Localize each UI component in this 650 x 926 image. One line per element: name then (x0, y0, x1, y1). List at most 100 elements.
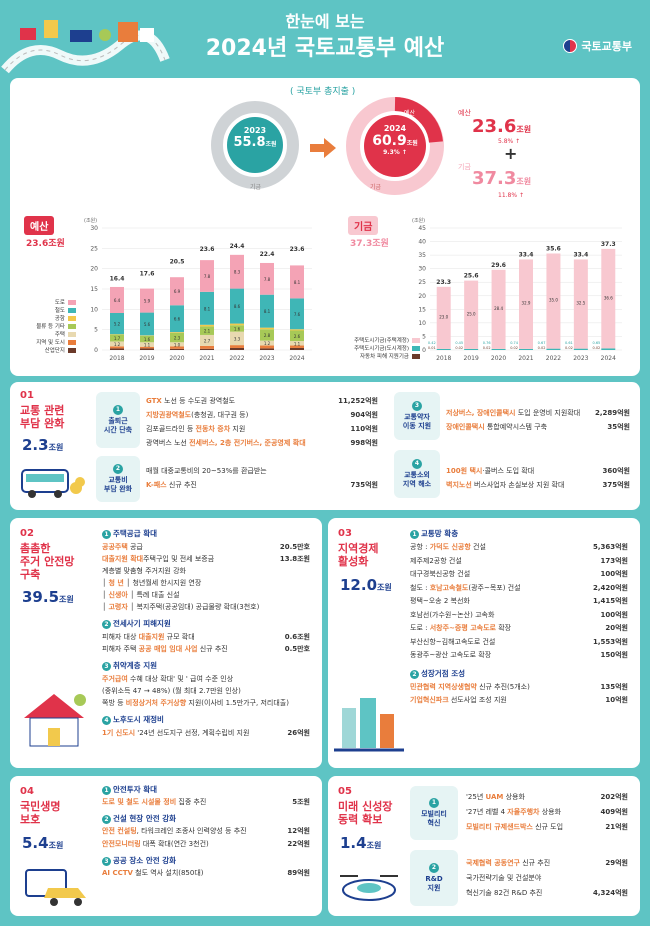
highlight-text: 저상버스, 장애인콜택시 (446, 409, 516, 417)
donut-2023-amount: 55.8 (233, 135, 266, 150)
segment-label: 6.6 (174, 317, 181, 322)
item-row: 대구경북신공항 건설 100억원 (410, 569, 628, 579)
budget-chart-title: 예산 (24, 216, 55, 235)
donut-2024-year: 2024 (383, 124, 407, 133)
fund-tag: 기금 (458, 163, 471, 171)
legend-item: 물류 등 기타 (24, 322, 76, 330)
section-03-card: 03 지역경제 활성화 12.0조원 1 교통망 확충 공항 : 가덕도 신공항 건… (328, 518, 640, 768)
segment-label: 7.6 (294, 312, 301, 317)
item-amount: 202억원 (600, 793, 629, 801)
category-tag: 4 교통소외 지역 해소 (394, 450, 440, 498)
budget-growth: 5.8% ↑ (498, 138, 521, 145)
section-04-amount-unit: 조원 (48, 841, 64, 850)
segment-label: 2.7 (204, 338, 211, 343)
item-text: 매월 대중교통비의 20~53%를 환급받는 (146, 467, 267, 475)
highlight-text: 신생아 (108, 591, 128, 599)
highlight-text: 모빌리티 규제샌드박스 (466, 823, 533, 831)
highlight-text: 고령자 (108, 603, 128, 611)
category-label: 모빌리티 혁신 (421, 810, 447, 827)
item-amount: 20.5만호 (279, 543, 310, 551)
item-text: 지원 (230, 425, 246, 433)
fund-chart-total: 37.3조원 (350, 239, 389, 249)
item-text: 평택~오송 2 복선화 (410, 597, 470, 605)
group-title: 주택공급 확대 (113, 529, 158, 538)
bar-segment (200, 324, 214, 327)
item-text: 건설 (470, 543, 486, 551)
x-tick-label: 2023 (259, 355, 274, 362)
x-tick-label: 2021 (518, 355, 533, 362)
city-illustration-icon (334, 698, 404, 752)
segment-label: 0.02 (565, 346, 573, 350)
segment-label: 5.2 (114, 322, 121, 327)
bar-segment (290, 341, 304, 346)
item-text: 수혜 대상 확대' 및 ' 급여 수준 인상 (127, 675, 234, 683)
legend-item: 철도 (24, 306, 76, 314)
segment-label: 8.6 (234, 304, 241, 309)
bar-segment (290, 330, 304, 342)
legend-item: 공항 (24, 314, 76, 322)
page-title: 2024년 국토교통부 예산 (205, 36, 445, 61)
section-01-title: 교통 관련 부담 완화 (20, 404, 65, 430)
budget-bar-chart: (조원)0510152025301.21.75.26.416.420181.11… (84, 217, 312, 362)
item-text: 확장 (495, 624, 512, 632)
item-amount: 110억원 (350, 425, 379, 433)
highlight-text: 호남고속철도 (429, 583, 469, 592)
legend-label: 자동차 피해 지원기금 (359, 354, 409, 360)
item-row: 도로 및 철도 시설물 정비 집중 추진 5조원 (102, 797, 310, 807)
bar-segment (140, 342, 154, 347)
item-row: 모빌리티 규제샌드박스 신규 도입 21억원 (466, 822, 628, 832)
section-05-amount: 1.4조원 (340, 834, 381, 852)
group-heading: 2 건설 현장 안전 강화 (102, 813, 176, 824)
bar-segment (260, 340, 274, 346)
house-illustration-icon (24, 694, 86, 747)
donut-2023 (211, 101, 299, 189)
item-row: │ 청 년 │ 청년월세 한시지원 연장 (102, 578, 310, 588)
bar-total-label: 35.6 (546, 245, 561, 252)
segment-label: 5.6 (144, 322, 151, 327)
bar-segment (140, 288, 154, 313)
highlight-text: GTX (146, 397, 162, 405)
y-tick-label: 20 (418, 293, 426, 300)
item-amount: 26억원 (287, 729, 310, 737)
budget-chart-total: 23.6조원 (26, 239, 65, 249)
segment-label: 7.8 (264, 277, 271, 282)
bar-total-label: 16.4 (110, 275, 125, 282)
section-02-amount: 39.5조원 (22, 588, 74, 606)
bar-segment (260, 262, 274, 295)
segment-label: 32.9 (522, 301, 531, 306)
group-number: 1 (102, 786, 111, 795)
donut-2024-unit: 조원 (406, 140, 418, 147)
road-illustration-icon (1, 20, 170, 74)
item-amount: 89억원 (287, 869, 310, 877)
bar-total-label: 20.5 (170, 259, 185, 266)
item-amount: 20억원 (605, 624, 628, 632)
bar-total-label: 29.6 (491, 262, 506, 269)
group-title: 교통망 확충 (421, 529, 459, 538)
item-text: 도로 : (410, 624, 430, 632)
bar-segment (290, 329, 304, 331)
segment-label: 25.0 (467, 311, 476, 316)
item-row: K-패스 신규 추진 735억원 (146, 480, 378, 490)
item-row: 피해자 주택 공공 매입 임대 사업 신규 추진 0.5만호 (102, 644, 310, 654)
donut-2024-fund-label: 기금 (370, 184, 382, 191)
highlight-text: 공공주택 (102, 543, 128, 551)
y-tick-label: 25 (90, 245, 98, 252)
group-number: 1 (410, 530, 419, 539)
bar-total-label: 22.4 (260, 251, 275, 258)
ministry-logo: 국토교통부 (563, 38, 632, 54)
bar-segment (491, 269, 506, 349)
segment-label: 0.02 (483, 346, 491, 350)
x-tick-label: 2020 (169, 355, 184, 362)
bar-segment (573, 259, 588, 349)
item-amount: 1,553억원 (592, 637, 628, 646)
budget-tag: 예산 (458, 109, 471, 117)
fund-chart-title: 기금 (348, 216, 379, 235)
highlight-text: 주거급여 (102, 675, 128, 683)
highlight-text: 벽지노선 (446, 481, 472, 489)
item-text: 통합예약시스템 구축 (484, 423, 548, 431)
segment-label: 1.2 (114, 342, 121, 347)
segment-label: 0.67 (538, 341, 546, 345)
group-number: 3 (102, 662, 111, 671)
group-heading: 2 전세사기 피해지원 (102, 618, 171, 629)
item-text: 상용화 (539, 808, 562, 816)
